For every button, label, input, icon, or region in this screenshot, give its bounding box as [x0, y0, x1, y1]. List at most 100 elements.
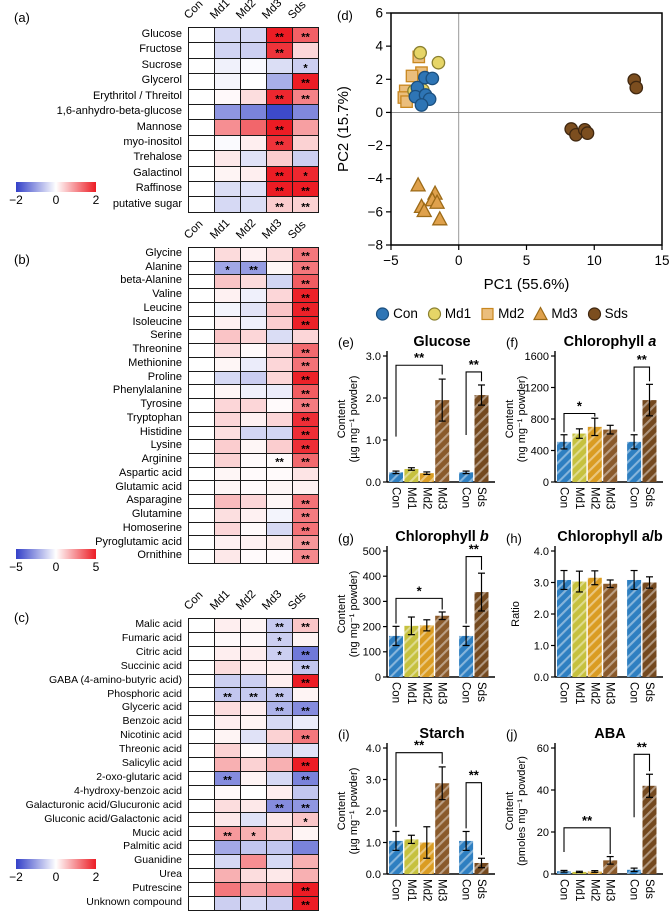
heatmap-cell — [215, 841, 241, 856]
heatmap-cell — [241, 28, 267, 44]
heatmap-column-header: Md1 — [208, 217, 233, 242]
significance-label: ** — [582, 813, 593, 828]
heatmap-cell — [215, 166, 241, 183]
heatmap-cell — [241, 522, 267, 537]
heatmap-cell — [215, 550, 241, 564]
y-axis-label: (µg mg⁻¹ powder) — [348, 376, 360, 463]
heatmap-cell — [293, 151, 319, 167]
y-tick-label: 500 — [363, 546, 381, 558]
heatmap-cell — [241, 248, 267, 262]
heatmap-cell — [241, 166, 267, 183]
heatmap-cell: ** — [293, 702, 319, 717]
heatmap-cell — [215, 646, 241, 661]
heatmap-cell: ** — [293, 508, 319, 524]
heatmap-grid: ****************************************… — [188, 247, 319, 565]
significance-bracket — [633, 366, 651, 432]
heatmap-cell — [293, 841, 319, 856]
heatmap-cell — [241, 454, 267, 468]
heatmap-cell — [215, 536, 241, 551]
circle-marker-icon — [375, 306, 390, 321]
heatmap-cell — [215, 481, 241, 496]
significance-bracket — [395, 364, 443, 437]
significance-star: ** — [301, 319, 310, 332]
y-tick-label: 400 — [531, 445, 549, 457]
x-tick-label: Con — [460, 682, 472, 703]
heatmap-cell — [215, 344, 241, 358]
heatmap-row-label: Glyceric acid — [121, 701, 182, 714]
bar-con — [459, 472, 474, 482]
heatmap-cell — [215, 454, 241, 468]
heatmap-cell — [189, 536, 215, 551]
heatmap-cell — [215, 716, 241, 731]
heatmap-cell: ** — [293, 522, 319, 537]
significance-label: ** — [469, 542, 480, 557]
y-axis-label: (ng mg⁻¹ powder) — [348, 571, 360, 658]
significance-star: ** — [275, 201, 284, 214]
significance-star: ** — [301, 388, 310, 401]
significance-star: ** — [301, 511, 310, 524]
heatmap-row-label: Raffinose — [135, 182, 182, 195]
heatmap-cell: ** — [293, 248, 319, 263]
heatmap-cell — [189, 674, 215, 689]
significance-star: ** — [301, 201, 310, 214]
colorbar-tick-label: 2 — [92, 193, 100, 207]
heatmap-cell: ** — [293, 385, 319, 401]
y-tick-label: 4.0 — [366, 743, 381, 755]
heatmap-cell — [267, 74, 293, 90]
heatmap-row-label: Unknown compound — [86, 896, 182, 908]
heatmap-row-label: Galactinol — [133, 166, 182, 179]
heatmap-row-label: Mannose — [136, 120, 182, 133]
legend-label: Md3 — [551, 305, 578, 321]
heatmap-cell — [189, 827, 215, 842]
significance-star: ** — [301, 663, 310, 676]
panel-label-a: (a) — [14, 10, 30, 25]
heatmap-cell — [215, 330, 241, 345]
heatmap-row-label: 2-oxo-glutaric acid — [96, 770, 182, 783]
heatmap-cell: ** — [267, 197, 293, 214]
x-tick-label: Con — [460, 879, 472, 900]
significance-star: * — [225, 264, 230, 277]
legend-item-md1: Md1 — [427, 306, 471, 321]
heatmap-column-header: Md3 — [260, 588, 285, 613]
heatmap-cell — [215, 757, 241, 772]
significance-star: ** — [275, 47, 284, 60]
heatmap-cell — [241, 771, 267, 786]
y-tick-label: 3.0 — [366, 774, 381, 786]
x-tick-label: Md2 — [588, 879, 600, 901]
heatmap-cell — [267, 813, 293, 828]
heatmap-cell — [267, 399, 293, 413]
significance-star: ** — [275, 456, 284, 469]
heatmap-cell — [241, 660, 267, 675]
heatmap-cell — [189, 481, 215, 496]
scatter-point-md1 — [431, 55, 446, 70]
heatmap-cell: ** — [293, 440, 319, 455]
significance-bracket — [465, 371, 483, 435]
significance-star: ** — [301, 401, 310, 414]
bar-sds — [642, 400, 657, 482]
x-tick-label: Sds — [643, 682, 655, 702]
heatmap-cell — [241, 481, 267, 496]
bar-sds — [474, 862, 489, 874]
heatmap-cell — [189, 28, 215, 44]
heatmap-row-label: putative sugar — [112, 197, 182, 210]
significance-star: ** — [301, 649, 310, 662]
heatmap-cell: ** — [267, 89, 293, 105]
significance-label: ** — [414, 350, 425, 365]
heatmap-cell — [241, 289, 267, 303]
heatmap-cell — [267, 412, 293, 427]
scatter-point-md3 — [431, 210, 448, 226]
heatmap-cell — [189, 550, 215, 564]
heatmap-cell — [215, 799, 241, 814]
heatmap-cell: ** — [293, 495, 319, 510]
heatmap-cell — [215, 896, 241, 911]
heatmap-cell — [189, 197, 215, 213]
heatmap-column-header: Md3 — [260, 217, 285, 242]
heatmap-cell — [215, 467, 241, 482]
y-tick-label: 1.0 — [366, 837, 381, 849]
heatmap-cell — [293, 632, 319, 647]
heatmap-cell: ** — [293, 674, 319, 689]
x-tick-label: Md3 — [604, 682, 616, 704]
heatmap-cell — [189, 716, 215, 731]
heatmap-cell — [241, 275, 267, 290]
